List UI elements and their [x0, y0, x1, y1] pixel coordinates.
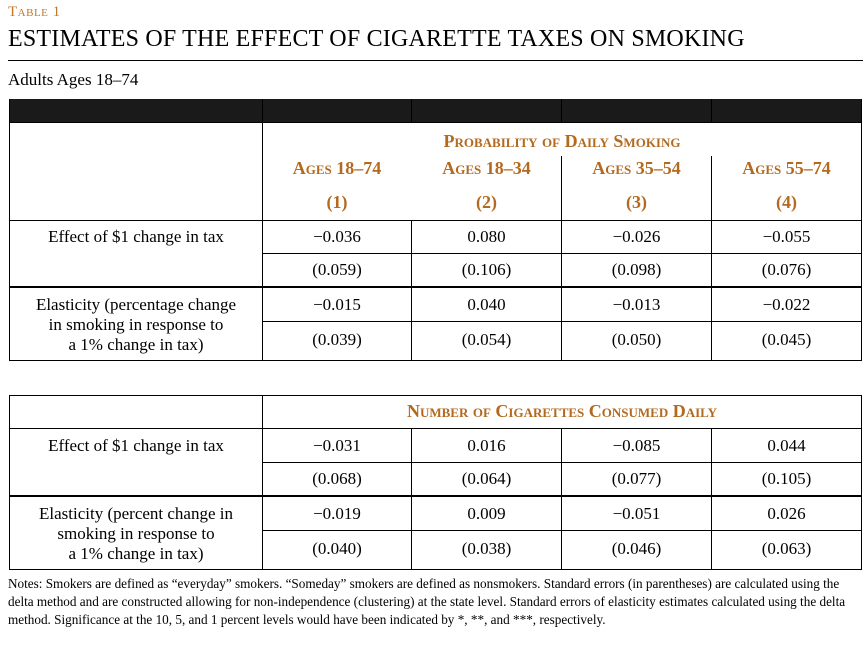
- table-header-bar: [9, 99, 862, 122]
- table-cell: 0.044: [767, 435, 806, 455]
- row-label-line: Elasticity (percent change in: [39, 504, 233, 523]
- table-cell: (0.064): [461, 469, 512, 488]
- row-label-tax-effect: Effect of $1 change in tax: [48, 227, 224, 246]
- panel-a-bottom-border: [9, 360, 862, 361]
- panel-b-header: Number of Cigarettes Consumed Daily: [406, 401, 718, 421]
- row-label-elasticity: Elasticity (percentage change in smoking…: [10, 295, 262, 355]
- table-cell: (0.039): [312, 329, 362, 349]
- table-cell: (0.063): [761, 538, 812, 558]
- row-label-line: smoking in response to: [57, 524, 215, 543]
- table-cell: −0.015: [313, 294, 361, 314]
- table-cell: −0.031: [313, 435, 361, 455]
- table-cell: (0.076): [761, 260, 812, 279]
- panel-a-right-border: [861, 99, 862, 361]
- panel-a-divider-2: [411, 220, 412, 361]
- table-cell: 0.080: [467, 227, 506, 246]
- panel-b-divider-4: [711, 428, 712, 570]
- panel-b-divider-1: [262, 395, 263, 570]
- panel-a-top-border: [9, 122, 862, 123]
- table-cell: 0.009: [467, 503, 506, 523]
- panel-b-bottom-border: [9, 569, 862, 570]
- table-notes: Notes: Smokers are defined as “everyday”…: [8, 576, 846, 627]
- column-number-4: (4): [776, 192, 797, 212]
- table-cell: (0.038): [461, 538, 512, 558]
- table-cell: −0.013: [612, 294, 661, 314]
- table-cell: (0.105): [761, 469, 812, 488]
- title-rule: [8, 60, 863, 61]
- table-cell: (0.077): [611, 469, 662, 488]
- row-label-line: a 1% change in tax): [68, 335, 204, 354]
- table-title: ESTIMATES OF THE EFFECT OF CIGARETTE TAX…: [8, 26, 745, 52]
- panel-b-header-rule: [9, 428, 862, 429]
- table-cell: (0.054): [461, 329, 512, 349]
- column-header-2: Ages 18–34: [442, 158, 531, 178]
- row-label-line: Elasticity (percentage change: [35, 295, 237, 314]
- column-header-1: Ages 18–74: [292, 158, 382, 178]
- panel-a-row2-mid-rule: [262, 321, 862, 322]
- row-label-tax-effect: Effect of $1 change in tax: [48, 436, 224, 455]
- panel-a-header-rule: [9, 220, 862, 221]
- column-header-4: Ages 55–74: [742, 158, 831, 178]
- panel-a-divider-3: [561, 156, 562, 361]
- panel-a-header: Probability of Daily Smoking: [443, 131, 681, 151]
- panel-a-row-separator: [9, 286, 862, 288]
- column-number-3: (3): [626, 192, 647, 212]
- table-cell: (0.098): [611, 260, 662, 279]
- column-header-3: Ages 35–54: [592, 158, 681, 178]
- panel-b-divider-3: [561, 428, 562, 570]
- row-label-elasticity: Elasticity (percent change in smoking in…: [10, 504, 262, 564]
- table-cell: −0.022: [762, 294, 811, 314]
- panel-b-divider-2: [411, 428, 412, 570]
- table-cell: −0.055: [762, 227, 811, 246]
- row-label-line: in smoking in response to: [48, 315, 224, 334]
- panel-b-row2-mid-rule: [262, 530, 862, 531]
- panel-b-right-border: [861, 395, 862, 570]
- table-cell: (0.046): [611, 538, 662, 558]
- panel-a-left-border: [9, 99, 10, 361]
- table-cell: (0.050): [611, 329, 662, 349]
- table-cell: −0.026: [612, 227, 661, 246]
- panel-b-left-border: [9, 395, 10, 570]
- table-cell: (0.045): [761, 329, 812, 349]
- panel-b-top-border: [9, 395, 862, 396]
- table-cell: (0.040): [312, 538, 362, 558]
- table-cell: −0.036: [313, 227, 361, 246]
- table-label: Table 1: [8, 4, 61, 20]
- table-cell: −0.085: [612, 435, 661, 455]
- table-cell: 0.026: [767, 503, 806, 523]
- panel-a-bar-divider-2: [411, 99, 412, 123]
- panel-a-divider-4: [711, 156, 712, 361]
- table-cell: 0.040: [467, 294, 506, 314]
- table-cell: −0.051: [612, 503, 661, 523]
- panel-b-row-separator: [9, 495, 862, 497]
- panel-a-divider-1: [262, 99, 263, 361]
- column-number-1: (1): [326, 192, 348, 212]
- table-cell: (0.068): [312, 469, 362, 488]
- table-subtitle: Adults Ages 18–74: [8, 70, 139, 89]
- panel-a-bar-divider-4: [711, 99, 712, 123]
- column-number-2: (2): [476, 192, 497, 212]
- table-cell: (0.059): [312, 260, 362, 279]
- row-label-line: a 1% change in tax): [68, 544, 204, 563]
- table-cell: −0.019: [313, 503, 361, 523]
- table-cell: (0.106): [461, 260, 512, 279]
- table-cell: 0.016: [467, 435, 506, 455]
- panel-b-row1-mid-rule: [262, 462, 862, 463]
- panel-a-bar-divider-3: [561, 99, 562, 123]
- panel-a-row1-mid-rule: [262, 253, 862, 254]
